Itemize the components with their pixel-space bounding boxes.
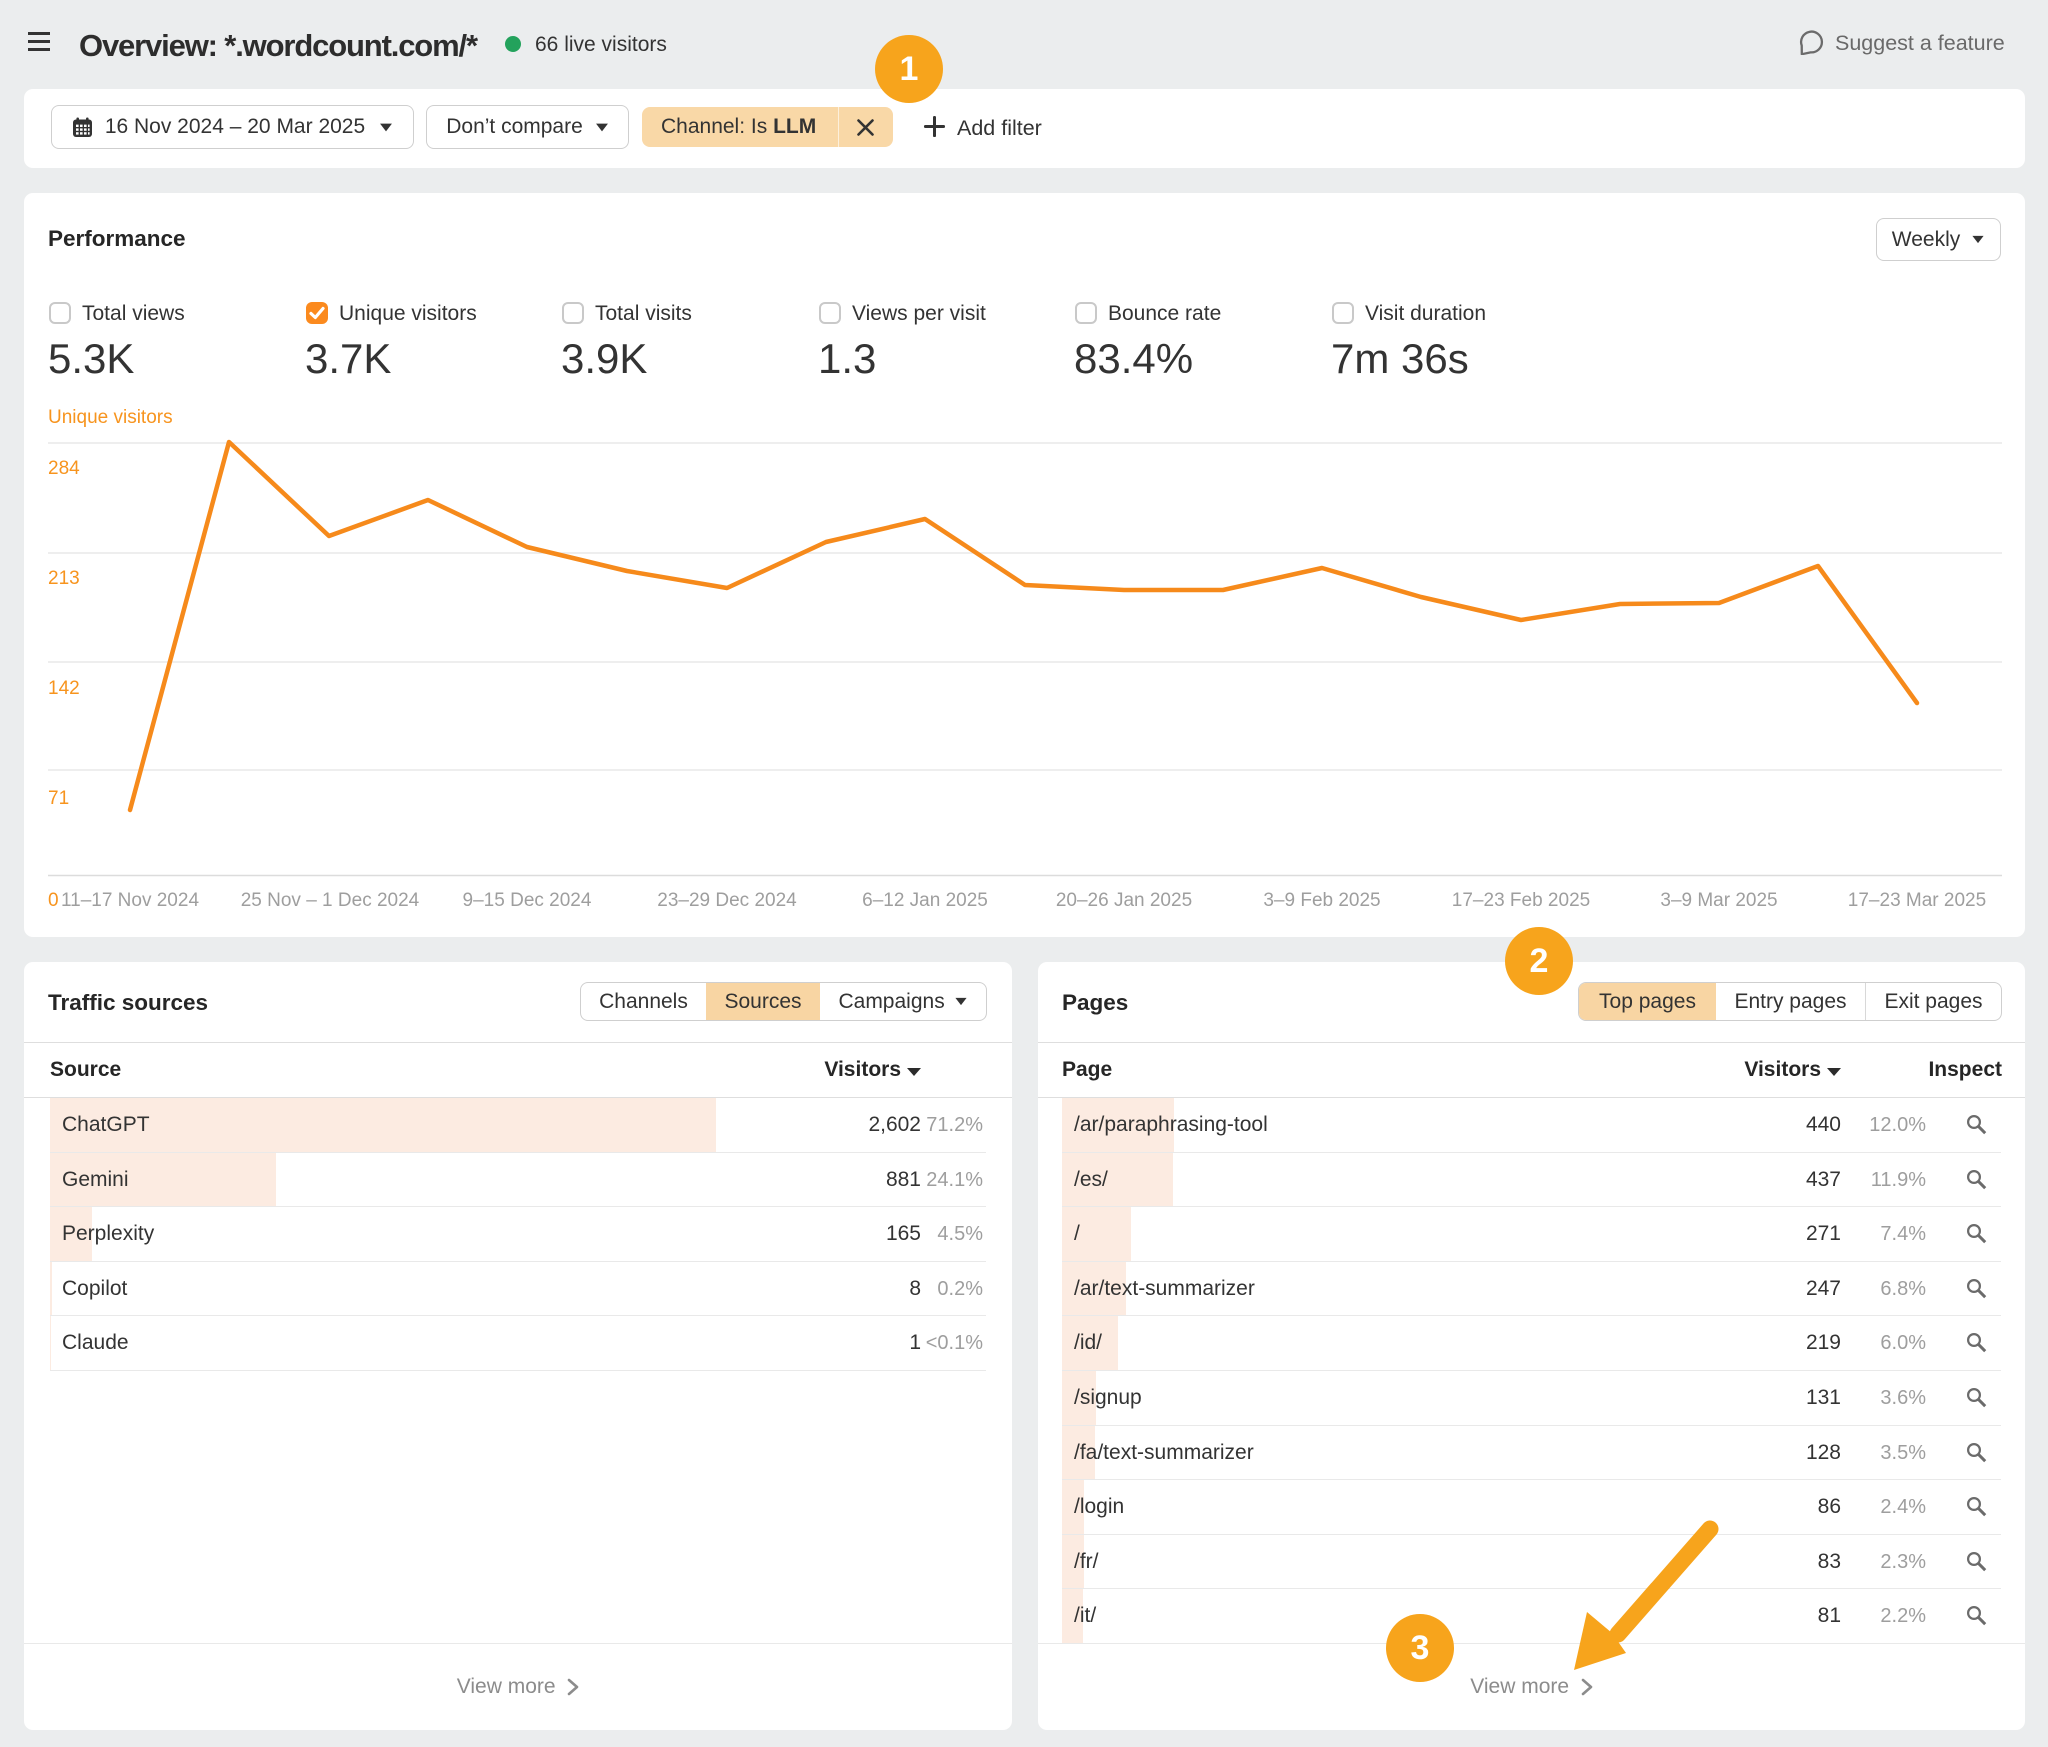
svg-text:71: 71 (48, 788, 69, 809)
svg-text:142: 142 (48, 678, 80, 699)
svg-text:213: 213 (48, 568, 80, 589)
svg-text:284: 284 (48, 458, 80, 479)
